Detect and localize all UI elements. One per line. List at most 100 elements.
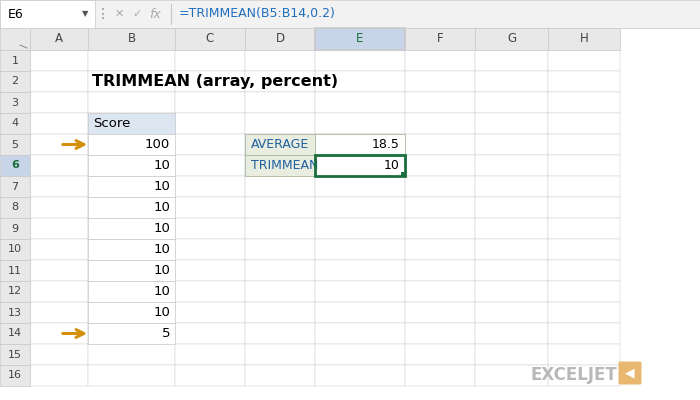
- Bar: [88, 28, 175, 50]
- Bar: [88, 302, 175, 323]
- Bar: [245, 281, 315, 302]
- Bar: [405, 92, 475, 113]
- Bar: [0, 176, 30, 197]
- Bar: [30, 260, 88, 281]
- Bar: [88, 239, 175, 260]
- Bar: [88, 260, 175, 281]
- Text: ✕: ✕: [114, 9, 124, 19]
- Bar: [0, 260, 30, 281]
- Bar: [88, 344, 175, 365]
- Text: G: G: [507, 32, 516, 46]
- Bar: [245, 71, 315, 92]
- Bar: [245, 134, 315, 155]
- Bar: [245, 197, 315, 218]
- Bar: [0, 323, 30, 344]
- Bar: [475, 134, 548, 155]
- Text: B: B: [127, 32, 136, 46]
- Bar: [88, 218, 175, 239]
- Text: 12: 12: [8, 286, 22, 296]
- Bar: [315, 260, 405, 281]
- Bar: [548, 365, 620, 386]
- Bar: [405, 50, 475, 71]
- Bar: [0, 92, 30, 113]
- Bar: [315, 281, 405, 302]
- Bar: [475, 28, 548, 50]
- Bar: [405, 302, 475, 323]
- Bar: [315, 176, 405, 197]
- Bar: [548, 239, 620, 260]
- Bar: [30, 92, 88, 113]
- Bar: [475, 50, 548, 71]
- Bar: [405, 344, 475, 365]
- Bar: [548, 92, 620, 113]
- Text: 10: 10: [153, 222, 170, 235]
- Bar: [88, 239, 175, 260]
- Bar: [245, 218, 315, 239]
- Bar: [88, 155, 175, 176]
- Bar: [175, 218, 245, 239]
- Bar: [30, 71, 88, 92]
- Bar: [88, 71, 175, 92]
- Bar: [475, 302, 548, 323]
- Bar: [30, 281, 88, 302]
- Bar: [315, 28, 405, 50]
- Bar: [315, 113, 405, 134]
- Bar: [315, 71, 405, 92]
- Bar: [175, 281, 245, 302]
- Text: =TRIMMEAN(B5:B14,0.2): =TRIMMEAN(B5:B14,0.2): [179, 8, 336, 20]
- Text: E6: E6: [8, 8, 24, 20]
- Bar: [405, 134, 475, 155]
- Text: H: H: [580, 32, 589, 46]
- Text: 10: 10: [153, 264, 170, 277]
- Bar: [405, 71, 475, 92]
- Bar: [175, 28, 245, 50]
- Bar: [0, 239, 30, 260]
- Text: A: A: [55, 32, 63, 46]
- Bar: [245, 92, 315, 113]
- Bar: [175, 344, 245, 365]
- Bar: [0, 155, 30, 176]
- Bar: [88, 302, 175, 323]
- Bar: [548, 134, 620, 155]
- Text: Score: Score: [93, 117, 130, 130]
- Bar: [315, 197, 405, 218]
- Bar: [475, 344, 548, 365]
- Text: F: F: [437, 32, 443, 46]
- Text: ⋮: ⋮: [96, 7, 110, 21]
- Text: 7: 7: [11, 182, 19, 192]
- Text: 18.5: 18.5: [372, 138, 400, 151]
- Text: 10: 10: [8, 244, 22, 254]
- Text: fx: fx: [149, 8, 161, 20]
- Text: 4: 4: [11, 118, 19, 128]
- Bar: [175, 302, 245, 323]
- Bar: [315, 134, 405, 155]
- Bar: [475, 260, 548, 281]
- Bar: [30, 302, 88, 323]
- Bar: [315, 92, 405, 113]
- Bar: [30, 218, 88, 239]
- Bar: [0, 302, 30, 323]
- Bar: [30, 344, 88, 365]
- Text: 6: 6: [11, 160, 19, 170]
- Bar: [175, 260, 245, 281]
- Bar: [175, 323, 245, 344]
- Bar: [405, 113, 475, 134]
- Bar: [0, 218, 30, 239]
- Bar: [405, 176, 475, 197]
- Bar: [88, 218, 175, 239]
- Bar: [548, 344, 620, 365]
- Bar: [0, 134, 30, 155]
- Bar: [88, 365, 175, 386]
- Bar: [88, 155, 175, 176]
- Bar: [0, 281, 30, 302]
- Bar: [175, 113, 245, 134]
- Text: 9: 9: [11, 224, 19, 234]
- Bar: [88, 134, 175, 155]
- Bar: [30, 28, 88, 50]
- Bar: [475, 92, 548, 113]
- Text: ▼: ▼: [82, 10, 88, 18]
- Bar: [88, 134, 175, 155]
- Bar: [475, 239, 548, 260]
- Bar: [88, 197, 175, 218]
- Bar: [175, 239, 245, 260]
